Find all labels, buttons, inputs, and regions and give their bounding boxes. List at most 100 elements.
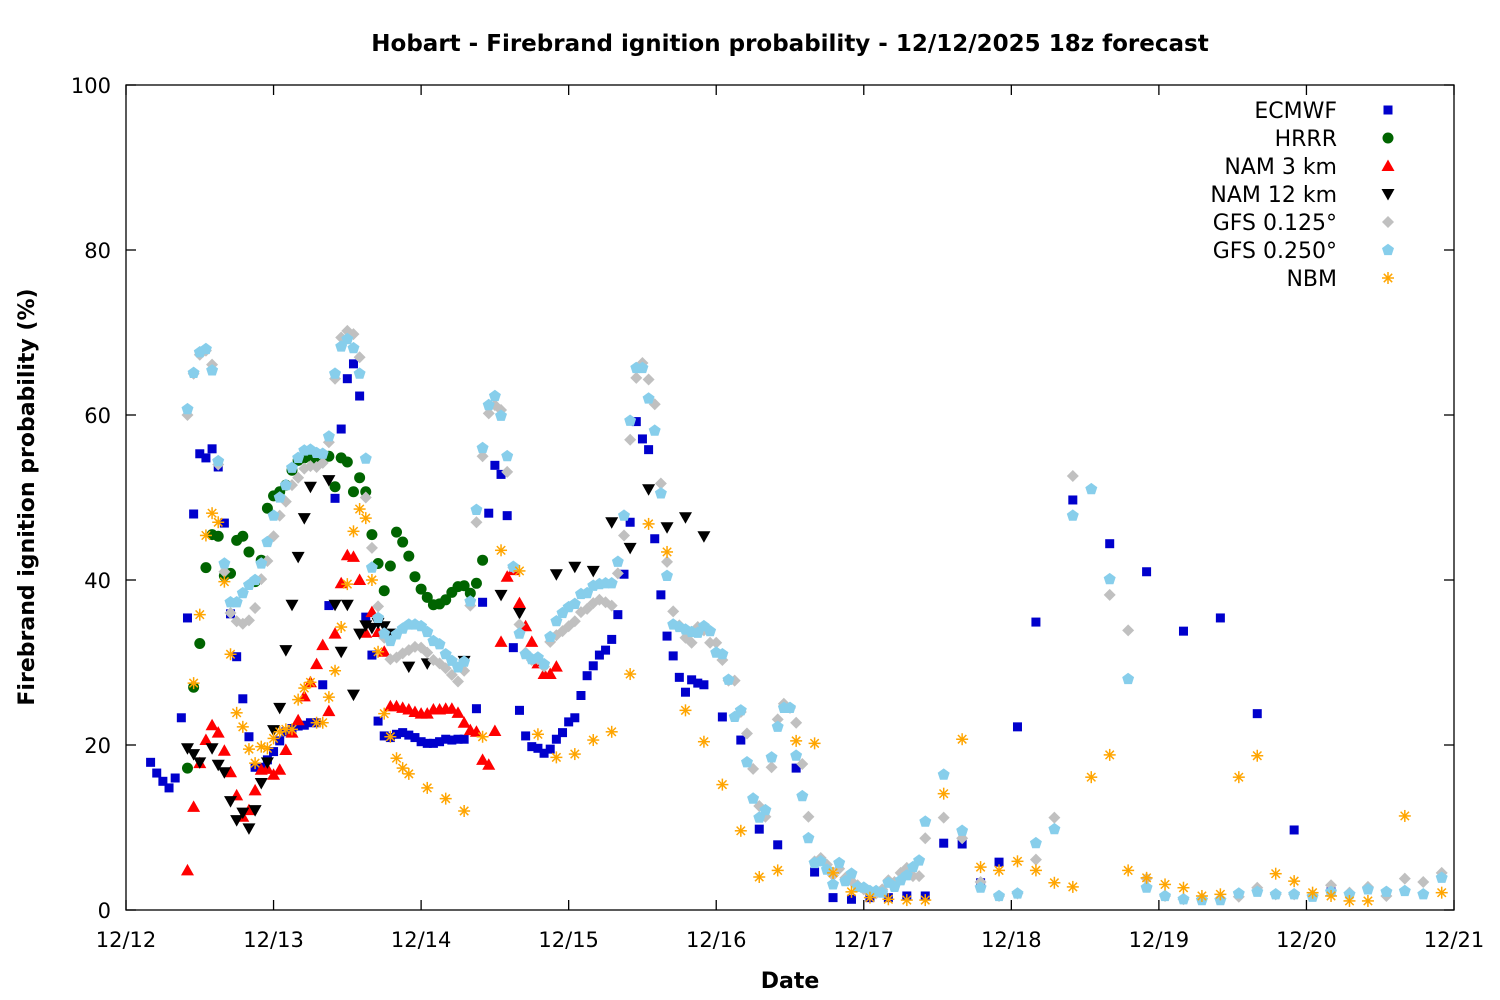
- data-point-gfs-0-125: [618, 529, 630, 542]
- data-point-nbm: [790, 734, 803, 747]
- data-point-gfs-0-250: [759, 803, 772, 816]
- data-point-nbm: [322, 691, 335, 704]
- data-point-gfs-0-125: [476, 450, 489, 463]
- data-point-gfs-0-250: [642, 392, 655, 404]
- data-point-nam-3-km: [525, 635, 539, 647]
- data-point-gfs-0-250: [279, 478, 292, 491]
- data-point-ecmwf: [471, 704, 481, 714]
- data-point-gfs-0-125: [937, 811, 950, 824]
- data-point-nbm: [261, 742, 274, 755]
- data-point-hrrr: [440, 594, 452, 606]
- data-point-gfs-0-250: [470, 503, 483, 515]
- data-point-nbm: [476, 730, 489, 743]
- data-point-ecmwf: [828, 893, 838, 903]
- data-point-ecmwf: [994, 857, 1004, 867]
- data-point-hrrr: [347, 486, 359, 498]
- data-point-ecmwf: [533, 743, 543, 753]
- data-point-nbm: [390, 752, 403, 765]
- data-point-ecmwf: [435, 737, 445, 747]
- data-point-nam-3-km: [494, 635, 508, 647]
- data-point-nbm: [1269, 867, 1282, 880]
- data-point-nbm: [624, 668, 637, 681]
- y-tick-label: 80: [84, 239, 111, 263]
- data-point-gfs-0-250: [937, 768, 950, 780]
- data-point-ecmwf: [545, 744, 555, 754]
- data-point-gfs-0-125: [790, 716, 803, 729]
- data-point-ecmwf: [428, 738, 438, 748]
- data-point-ecmwf: [404, 730, 414, 740]
- data-point-gfs-0-250: [618, 509, 630, 521]
- data-point-ecmwf: [791, 763, 801, 773]
- data-point-nbm: [347, 525, 360, 538]
- data-point-gfs-0-250: [1177, 893, 1190, 905]
- data-point-gfs-0-250: [1251, 885, 1264, 897]
- data-point-nam-3-km: [297, 689, 311, 702]
- data-point-nbm: [679, 704, 692, 717]
- data-point-gfs-0-250: [267, 509, 280, 521]
- data-point-ecmwf: [490, 460, 500, 470]
- data-point-nbm: [230, 706, 243, 719]
- data-point-ecmwf: [613, 610, 623, 620]
- data-point-nbm: [199, 529, 212, 542]
- data-point-ecmwf: [625, 517, 635, 527]
- data-point-gfs-0-250: [439, 648, 452, 660]
- data-point-gfs-0-250: [286, 461, 298, 473]
- data-point-ecmwf: [164, 783, 174, 793]
- data-point-ecmwf: [182, 613, 192, 623]
- data-point-hrrr: [403, 550, 415, 562]
- data-point-gfs-0-250: [1159, 889, 1171, 902]
- data-point-nam-3-km: [519, 619, 533, 632]
- series-nam-3-km: [180, 548, 563, 876]
- data-point-nam-3-km: [328, 627, 342, 639]
- data-point-gfs-0-125: [224, 607, 237, 619]
- data-point-hrrr: [477, 554, 489, 566]
- data-point-gfs-0-250: [876, 886, 889, 898]
- data-point-ecmwf: [275, 736, 285, 746]
- data-point-ecmwf: [441, 734, 451, 744]
- legend-label-gfs-0-250: GFS 0.250°: [1213, 239, 1337, 264]
- data-point-ecmwf: [527, 742, 537, 752]
- data-point-ecmwf: [662, 631, 672, 641]
- data-point-nam-3-km: [217, 744, 231, 756]
- data-point-nam-12-km: [678, 512, 692, 524]
- data-point-hrrr: [397, 536, 409, 548]
- data-point-nam-3-km: [543, 667, 557, 680]
- data-point-ecmwf: [514, 705, 524, 715]
- data-point-nbm: [316, 716, 329, 729]
- legend-label-nam-12-km: NAM 12 km: [1210, 183, 1337, 208]
- data-point-ecmwf: [324, 601, 334, 611]
- data-point-gfs-0-125: [249, 602, 262, 615]
- data-point-nbm: [1085, 771, 1098, 784]
- data-point-ecmwf: [238, 694, 248, 704]
- data-point-nbm: [771, 864, 784, 877]
- data-point-nam-12-km: [180, 743, 194, 755]
- data-point-nbm: [1029, 864, 1042, 877]
- data-point-gfs-0-250: [913, 854, 926, 866]
- data-point-gfs-0-125: [919, 832, 932, 845]
- data-point-ecmwf: [736, 735, 746, 745]
- data-point-nbm: [341, 578, 354, 591]
- data-point-nam-3-km: [322, 704, 336, 717]
- data-point-ecmwf: [693, 678, 703, 688]
- data-point-ecmwf: [232, 652, 242, 662]
- data-point-gfs-0-250: [919, 815, 932, 827]
- data-point-gfs-0-250: [464, 595, 477, 607]
- data-point-gfs-0-250: [1288, 888, 1301, 900]
- data-point-hrrr: [464, 587, 476, 599]
- data-point-nam-3-km: [224, 765, 238, 778]
- data-point-ecmwf: [1289, 825, 1299, 835]
- data-point-ecmwf: [502, 511, 512, 521]
- data-point-gfs-0-125: [1122, 624, 1135, 637]
- data-point-gfs-0-250: [654, 487, 667, 499]
- x-tick-label: 12/14: [391, 928, 452, 952]
- data-point-ecmwf: [1068, 495, 1078, 505]
- y-tick-label: 100: [71, 74, 111, 98]
- data-point-ecmwf: [355, 391, 365, 401]
- data-point-gfs-0-250: [249, 573, 262, 586]
- data-point-nam-12-km: [660, 522, 674, 534]
- data-point-hrrr: [212, 530, 224, 542]
- data-point-nam-12-km: [365, 622, 379, 635]
- data-point-gfs-0-125: [1066, 470, 1079, 483]
- data-point-nam-3-km: [476, 753, 490, 765]
- y-tick-label: 0: [98, 899, 111, 923]
